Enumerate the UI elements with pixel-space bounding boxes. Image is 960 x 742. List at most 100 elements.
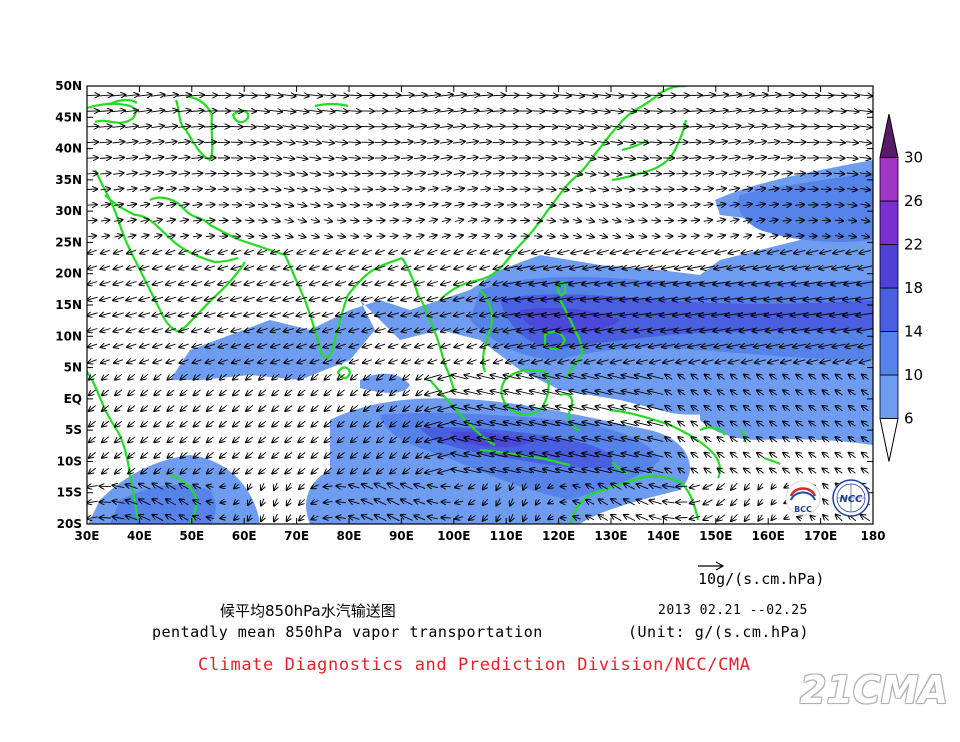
flux-vector — [270, 173, 281, 175]
flux-vector — [308, 126, 322, 128]
flux-vector — [635, 95, 650, 96]
flux-vector — [193, 236, 201, 237]
flux-vector — [349, 205, 359, 206]
flux-vector — [295, 141, 308, 143]
flux-vector — [845, 111, 859, 112]
flux-vector — [153, 204, 162, 206]
flux-vector — [689, 250, 701, 253]
flux-vector — [767, 126, 780, 128]
flux-vector — [296, 173, 308, 175]
flux-vector — [400, 111, 413, 112]
flux-vector — [166, 282, 177, 285]
flux-vector — [649, 142, 662, 143]
flux-vector — [400, 126, 413, 127]
flux-vector — [598, 204, 608, 206]
flux-vector — [205, 189, 215, 190]
flux-vector — [244, 282, 255, 285]
flux-vector — [232, 250, 241, 253]
flux-vector — [271, 204, 280, 206]
flux-vector — [350, 236, 358, 237]
flux-vector — [414, 157, 425, 159]
flux-vector — [363, 250, 372, 253]
flux-vector — [793, 126, 806, 127]
flux-vector — [559, 235, 568, 237]
flux-vector — [860, 204, 870, 206]
flux-vector — [205, 297, 216, 300]
flux-vector — [441, 282, 452, 285]
flux-vector — [571, 250, 583, 253]
flux-vector — [556, 95, 571, 96]
flux-vector — [767, 266, 781, 269]
flux-vector — [282, 141, 295, 143]
flux-vector — [310, 329, 321, 332]
flux-vector — [611, 250, 623, 253]
flux-vector — [623, 157, 635, 159]
lon-label: 100E — [437, 529, 470, 543]
flux-vector — [819, 266, 833, 269]
flux-vector — [792, 95, 807, 96]
flux-vector — [334, 95, 348, 96]
flux-vector — [859, 157, 871, 159]
flux-vector — [114, 220, 122, 222]
flux-vector — [479, 157, 491, 158]
flux-vector — [269, 126, 282, 128]
flux-vector — [206, 250, 215, 253]
flux-vector — [585, 188, 595, 190]
flux-vector — [297, 220, 306, 222]
flux-vector — [245, 266, 255, 269]
flux-vector — [858, 126, 872, 128]
flux-vector — [191, 157, 203, 158]
flux-vector — [191, 173, 203, 174]
flux-vector — [831, 95, 846, 96]
flux-vector — [414, 188, 425, 190]
flux-vector — [258, 266, 268, 269]
flux-vector — [649, 266, 663, 269]
flux-vector — [467, 282, 478, 285]
flux-vector — [87, 173, 98, 174]
flux-vector — [768, 250, 780, 253]
flux-vector — [688, 126, 702, 127]
flux-vector — [150, 95, 165, 97]
colorbar-high-triangle — [879, 113, 899, 158]
flux-vector — [127, 235, 136, 237]
flux-vector — [479, 142, 491, 143]
flux-vector — [100, 282, 111, 285]
flux-vector — [256, 142, 269, 143]
flux-vector — [100, 486, 112, 487]
flux-vector — [467, 188, 477, 190]
flux-vector — [768, 188, 779, 190]
flux-vector — [192, 329, 203, 332]
flux-vector — [441, 220, 450, 222]
flux-vector — [101, 220, 109, 221]
flux-vector — [151, 110, 164, 112]
flux-vector — [754, 266, 768, 269]
flux-vector — [402, 329, 412, 332]
flux-vector — [703, 220, 712, 222]
lat-label: 15N — [55, 298, 82, 312]
flux-vector — [596, 95, 610, 97]
flux-vector — [544, 111, 557, 112]
flux-vector — [323, 220, 332, 222]
flux-vector — [179, 329, 190, 332]
flux-vector — [126, 204, 136, 206]
flux-vector — [87, 220, 97, 221]
flux-vector — [176, 95, 191, 96]
flux-vector — [388, 313, 400, 316]
flux-vector — [125, 142, 138, 144]
flux-vector — [454, 204, 464, 206]
flux-vector — [310, 220, 319, 222]
flux-vector — [101, 250, 110, 253]
flux-vector — [716, 204, 726, 206]
flux-vector — [388, 173, 399, 174]
flux-vector — [572, 220, 581, 222]
flux-vector — [87, 111, 99, 112]
flux-vector — [467, 313, 478, 316]
flux-vector — [283, 313, 295, 316]
flux-vector — [651, 236, 660, 237]
flux-vector — [571, 173, 583, 175]
colorbar-bin — [879, 200, 899, 245]
flux-vector — [597, 173, 609, 175]
flux-vector — [205, 313, 216, 316]
flux-vector — [100, 297, 111, 300]
flux-vector — [166, 329, 177, 332]
